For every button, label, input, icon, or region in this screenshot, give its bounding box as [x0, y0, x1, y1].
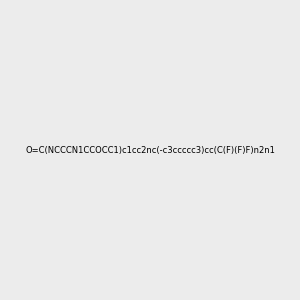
Text: O=C(NCCCN1CCOCC1)c1cc2nc(-c3ccccc3)cc(C(F)(F)F)n2n1: O=C(NCCCN1CCOCC1)c1cc2nc(-c3ccccc3)cc(C(… — [25, 146, 275, 154]
